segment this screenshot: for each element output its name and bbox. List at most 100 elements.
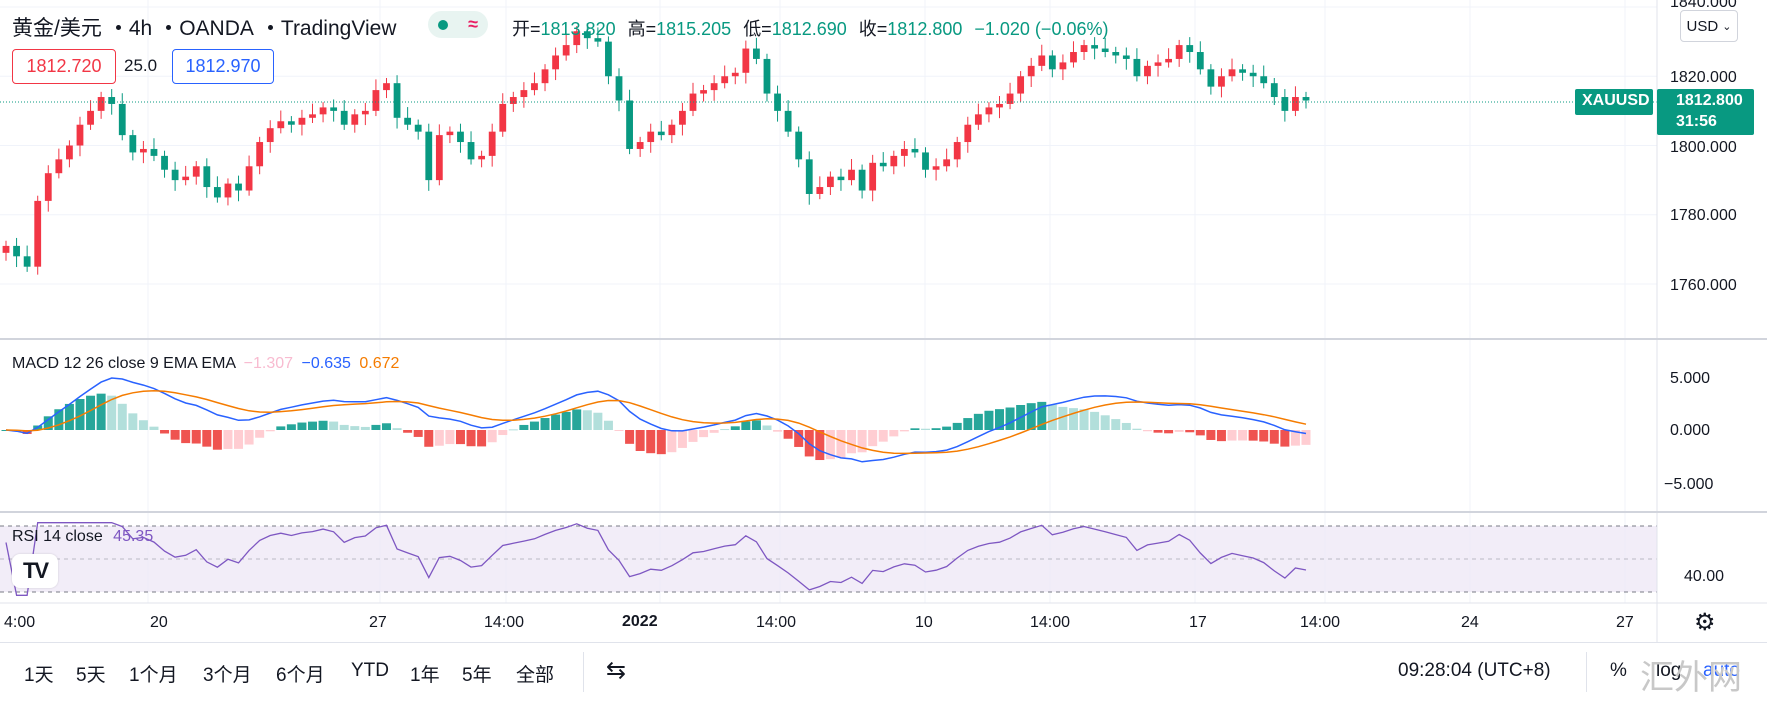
macd-hist-bar xyxy=(1068,408,1078,430)
auto-toggle[interactable]: auto xyxy=(1703,660,1740,681)
percent-toggle[interactable]: % xyxy=(1610,660,1627,681)
log-toggle[interactable]: log xyxy=(1656,660,1682,681)
candle-up xyxy=(224,183,232,198)
macd-hist-bar xyxy=(329,421,339,430)
last-price-tag: 1812.800 xyxy=(1676,92,1743,109)
candle-down xyxy=(425,131,433,181)
candle-up xyxy=(1175,45,1183,59)
macd-hist-bar xyxy=(699,430,709,438)
range-5d[interactable]: 5天 xyxy=(76,665,106,686)
candle-up xyxy=(182,176,190,181)
market-status-pill[interactable]: ≈ xyxy=(428,11,488,38)
candle-up xyxy=(298,117,306,125)
range-1d[interactable]: 1天 xyxy=(24,665,54,686)
symbol-name[interactable]: 黄金/美元 xyxy=(12,17,102,40)
macd-hist-bar xyxy=(1026,403,1036,430)
candle-down xyxy=(1122,55,1130,59)
macd-hist-bar xyxy=(117,403,127,430)
macd-hist-bar xyxy=(1248,430,1258,441)
macd-hist-bar xyxy=(149,426,159,430)
candle-up xyxy=(700,90,707,94)
macd-hist-bar xyxy=(1142,430,1152,432)
macd-hist-bar xyxy=(899,430,909,432)
interval-label[interactable]: 4h xyxy=(128,17,153,40)
open-value: 1813.820 xyxy=(540,19,616,39)
separator-dot xyxy=(166,25,172,31)
time-axis-label: 2022 xyxy=(622,613,658,630)
candle-down xyxy=(763,58,771,94)
macd-hist-bar xyxy=(593,412,603,430)
candle-up xyxy=(541,69,549,84)
gear-icon[interactable]: ⚙ xyxy=(1694,609,1716,636)
candle-up xyxy=(139,148,147,153)
candle-up xyxy=(1006,93,1014,104)
currency-select[interactable]: USD ⌄ xyxy=(1680,10,1738,42)
macd-hist-bar xyxy=(54,409,64,430)
macd-legend[interactable]: MACD 12 26 close 9 EMA EMA −1.307 −0.635… xyxy=(12,355,399,373)
candle-up xyxy=(435,135,443,181)
candle-down xyxy=(235,183,242,191)
macd-hist-bar xyxy=(234,430,244,449)
range-1y[interactable]: 1年 xyxy=(410,665,440,686)
candle-up xyxy=(1292,97,1299,111)
site-watermark: 汇外网 xyxy=(1640,658,1742,698)
tradingview-logo[interactable]: TV xyxy=(12,554,58,588)
macd-hist-bar xyxy=(561,411,571,430)
macd-hist-bar xyxy=(783,430,793,439)
macd-hist-bar xyxy=(857,430,867,453)
macd-hist-bar xyxy=(1227,430,1237,441)
range-3m[interactable]: 3个月 xyxy=(203,665,252,686)
range-1m[interactable]: 1个月 xyxy=(129,665,178,686)
candle-down xyxy=(1101,48,1109,53)
candle-up xyxy=(953,142,961,160)
candle-up xyxy=(97,97,105,111)
currency-label: USD xyxy=(1686,17,1719,35)
macd-hist-bar xyxy=(921,428,931,430)
candle-up xyxy=(742,48,750,73)
compare-icon[interactable]: ⇆ xyxy=(606,657,627,684)
macd-hist-bar xyxy=(212,430,222,450)
macd-hist-bar xyxy=(43,416,53,430)
macd-hist-bar xyxy=(730,426,740,430)
macd-hist-value: −1.307 xyxy=(243,355,294,372)
candle-down xyxy=(171,169,179,181)
macd-hist-bar xyxy=(994,409,1004,430)
candle-up xyxy=(383,83,390,91)
candle-up xyxy=(446,131,454,136)
range-5y[interactable]: 5年 xyxy=(462,665,492,686)
range-6m[interactable]: 6个月 xyxy=(276,665,325,686)
close-label: 收= xyxy=(858,19,888,39)
macd-hist-bar xyxy=(424,430,434,447)
toolbar-divider xyxy=(583,652,584,692)
candle-up xyxy=(647,131,655,143)
macd-hist-bar xyxy=(297,422,307,430)
macd-hist-bar xyxy=(138,420,148,430)
symbol-legend[interactable]: 黄金/美元 4h OANDA TradingView xyxy=(12,12,402,42)
candle-up xyxy=(1144,65,1151,77)
macd-hist-bar xyxy=(1090,411,1100,430)
range-all[interactable]: 全部 xyxy=(516,665,555,686)
macd-hist-bar xyxy=(1290,430,1300,446)
macd-hist-bar xyxy=(64,403,74,430)
candle-down xyxy=(108,97,116,104)
range-ytd[interactable]: YTD xyxy=(351,660,389,681)
macd-hist-bar xyxy=(614,430,624,431)
price-axis-label: 1820.000 xyxy=(1670,69,1737,86)
macd-hist-bar xyxy=(508,429,518,431)
buy-price-button[interactable]: 1812.970 xyxy=(172,49,274,84)
macd-hist-bar xyxy=(1111,419,1121,430)
time-axis-label: 27 xyxy=(1616,614,1634,631)
sell-price-button[interactable]: 1812.720 xyxy=(12,49,116,84)
candle-up xyxy=(679,110,686,125)
candle-up xyxy=(996,103,1003,108)
clock-time[interactable]: 09:28:04 (UTC+8) xyxy=(1398,660,1551,681)
rsi-legend[interactable]: RSI 14 close 45.35 xyxy=(12,528,153,546)
macd-hist-bar xyxy=(371,424,381,430)
close-value: 1812.800 xyxy=(887,19,963,39)
candle-down xyxy=(1112,52,1120,56)
macd-hist-bar xyxy=(265,430,275,432)
tv-logo-icon: TV xyxy=(22,558,49,583)
candle-down xyxy=(23,256,31,267)
candle-down xyxy=(129,135,137,153)
